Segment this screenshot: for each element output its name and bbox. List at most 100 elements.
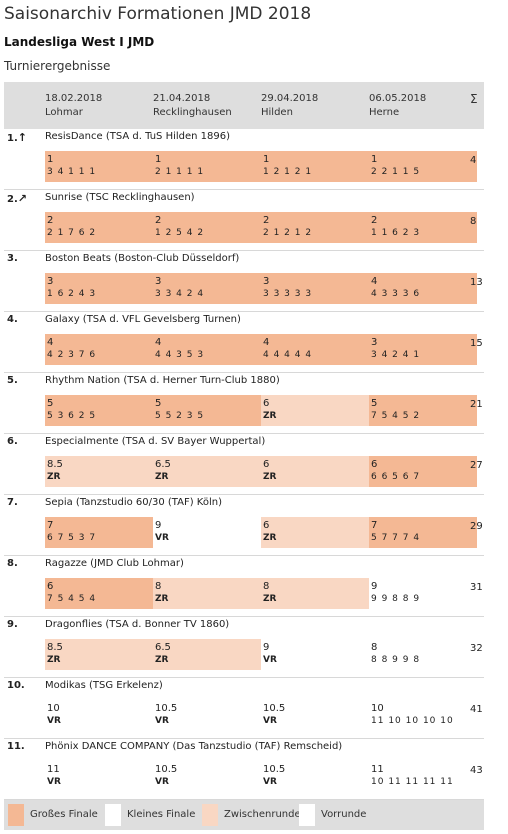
team-name: Modikas (TSG Erkelenz) <box>45 680 163 691</box>
row-divider <box>4 616 484 617</box>
result-detail: ZR <box>263 594 277 604</box>
team-rank-number: 2. <box>7 194 18 205</box>
result-cell: 2 1 2 5 4 2 <box>153 212 261 243</box>
result-cell: 5 5 3 6 2 5 <box>45 395 153 426</box>
team-name: Phönix DANCE COMPANY (Das Tanzstudio (TA… <box>45 741 343 752</box>
column-date: 29.04.2018 <box>261 93 319 104</box>
result-detail: 1 1 6 2 3 <box>371 228 421 238</box>
result-place: 6 <box>47 581 54 592</box>
team-row: 5. Rhythm Nation (TSA d. Herner Turn-Club… <box>4 375 484 434</box>
result-detail: 2 1 2 1 2 <box>263 228 313 238</box>
result-cell: 2 1 1 6 2 3 <box>369 212 477 243</box>
result-place: 11 <box>47 764 60 775</box>
result-cell: 11 10 11 11 11 11 <box>369 761 477 792</box>
team-name: Ragazze (JMD Club Lohmar) <box>45 558 184 569</box>
result-detail: 4 2 3 7 6 <box>47 350 97 360</box>
result-detail: 1 2 1 2 1 <box>263 167 313 177</box>
team-total: 13 <box>470 277 483 288</box>
result-place: 6 <box>263 459 270 470</box>
team-rank-number: 10. <box>7 680 25 691</box>
team-row: 8. Ragazze (JMD Club Lohmar) 6 7 5 4 5 4 8 ZR… <box>4 558 484 617</box>
team-rank: 1.↑ <box>7 131 27 144</box>
result-detail: 4 4 4 4 4 <box>263 350 313 360</box>
team-rank-number: 6. <box>7 436 18 447</box>
result-cell: 9 VR <box>261 639 369 670</box>
result-detail: 3 3 4 2 4 <box>155 289 205 299</box>
result-cell: 8.5 ZR <box>45 639 153 670</box>
result-place: 3 <box>47 276 54 287</box>
result-detail: 3 3 3 3 3 <box>263 289 313 299</box>
row-divider <box>4 738 484 739</box>
column-place: Hilden <box>261 107 293 118</box>
result-place: 10.5 <box>155 703 178 714</box>
result-place: 10.5 <box>263 703 286 714</box>
result-place: 9 <box>371 581 378 592</box>
result-cell: 1 3 4 1 1 1 <box>45 151 153 182</box>
result-detail: 3 4 1 1 1 <box>47 167 97 177</box>
row-divider <box>4 555 484 556</box>
result-place: 3 <box>371 337 378 348</box>
result-detail: VR <box>47 777 61 787</box>
result-detail: 8 8 9 9 8 <box>371 655 421 665</box>
team-row: 9. Dragonflies (TSA d. Bonner TV 1860) 8.5… <box>4 619 484 678</box>
team-rank-number: 11. <box>7 741 25 752</box>
result-cell: 6.5 ZR <box>153 639 261 670</box>
result-place: 2 <box>155 215 162 226</box>
result-detail: VR <box>47 716 61 726</box>
result-place: 1 <box>47 154 54 165</box>
result-detail: 1 6 2 4 3 <box>47 289 97 299</box>
result-cell: 4 4 3 3 3 6 <box>369 273 477 304</box>
team-rank-number: 5. <box>7 375 18 386</box>
result-cell: 1 1 2 1 2 1 <box>261 151 369 182</box>
row-divider <box>4 677 484 678</box>
result-cell: 10.5 VR <box>153 700 261 731</box>
result-place: 3 <box>263 276 270 287</box>
result-cell: 11 VR <box>45 761 153 792</box>
result-place: 6 <box>263 520 270 531</box>
result-place: 1 <box>155 154 162 165</box>
result-detail: 9 9 8 8 9 <box>371 594 421 604</box>
result-place: 2 <box>371 215 378 226</box>
result-cell: 3 3 4 2 4 1 <box>369 334 477 365</box>
result-place: 2 <box>47 215 54 226</box>
result-cell: 6 ZR <box>261 395 369 426</box>
result-place: 10.5 <box>263 764 286 775</box>
result-detail: 4 4 3 5 3 <box>155 350 205 360</box>
team-rank: 11. <box>7 741 25 752</box>
team-name: Especialmente (TSA d. SV Bayer Wuppertal… <box>45 436 266 447</box>
result-place: 6.5 <box>155 459 171 470</box>
team-rank: 6. <box>7 436 18 447</box>
team-rank: 4. <box>7 314 18 325</box>
result-detail: ZR <box>155 472 169 482</box>
result-cell: 7 6 7 5 3 7 <box>45 517 153 548</box>
trend-arrow-icon: ↑ <box>17 131 27 144</box>
result-cell: 9 9 9 8 8 9 <box>369 578 477 609</box>
team-name: ResisDance (TSA d. TuS Hilden 1896) <box>45 131 231 142</box>
result-place: 10 <box>371 703 384 714</box>
legend-swatch <box>202 804 218 826</box>
result-cell: 1 2 2 1 1 5 <box>369 151 477 182</box>
row-divider <box>4 494 484 495</box>
result-cell: 1 2 1 1 1 1 <box>153 151 261 182</box>
column-header: 18.02.2018 Lohmar <box>45 92 102 120</box>
result-detail: 2 2 1 1 5 <box>371 167 421 177</box>
result-cell: 5 5 5 2 3 5 <box>153 395 261 426</box>
legend-swatch <box>105 804 121 826</box>
team-name: Dragonflies (TSA d. Bonner TV 1860) <box>45 619 230 630</box>
team-total: 32 <box>470 643 483 654</box>
team-rank: 7. <box>7 497 18 508</box>
team-row: 2.↗ Sunrise (TSC Recklinghausen) 2 2 1 7 6 … <box>4 192 484 251</box>
result-cell: 2 2 1 7 6 2 <box>45 212 153 243</box>
result-cell: 8 8 8 9 9 8 <box>369 639 477 670</box>
team-total: 29 <box>470 521 483 532</box>
legend: Großes Finale Kleines Finale Zwischenrunde… <box>4 800 484 830</box>
team-total: 41 <box>470 704 483 715</box>
result-detail: 5 3 6 2 5 <box>47 411 97 421</box>
result-detail: ZR <box>47 472 61 482</box>
team-rank-number: 4. <box>7 314 18 325</box>
column-date: 06.05.2018 <box>369 93 427 104</box>
result-cell: 8 ZR <box>153 578 261 609</box>
result-cell: 3 1 6 2 4 3 <box>45 273 153 304</box>
result-place: 11 <box>371 764 384 775</box>
result-place: 9 <box>155 520 162 531</box>
